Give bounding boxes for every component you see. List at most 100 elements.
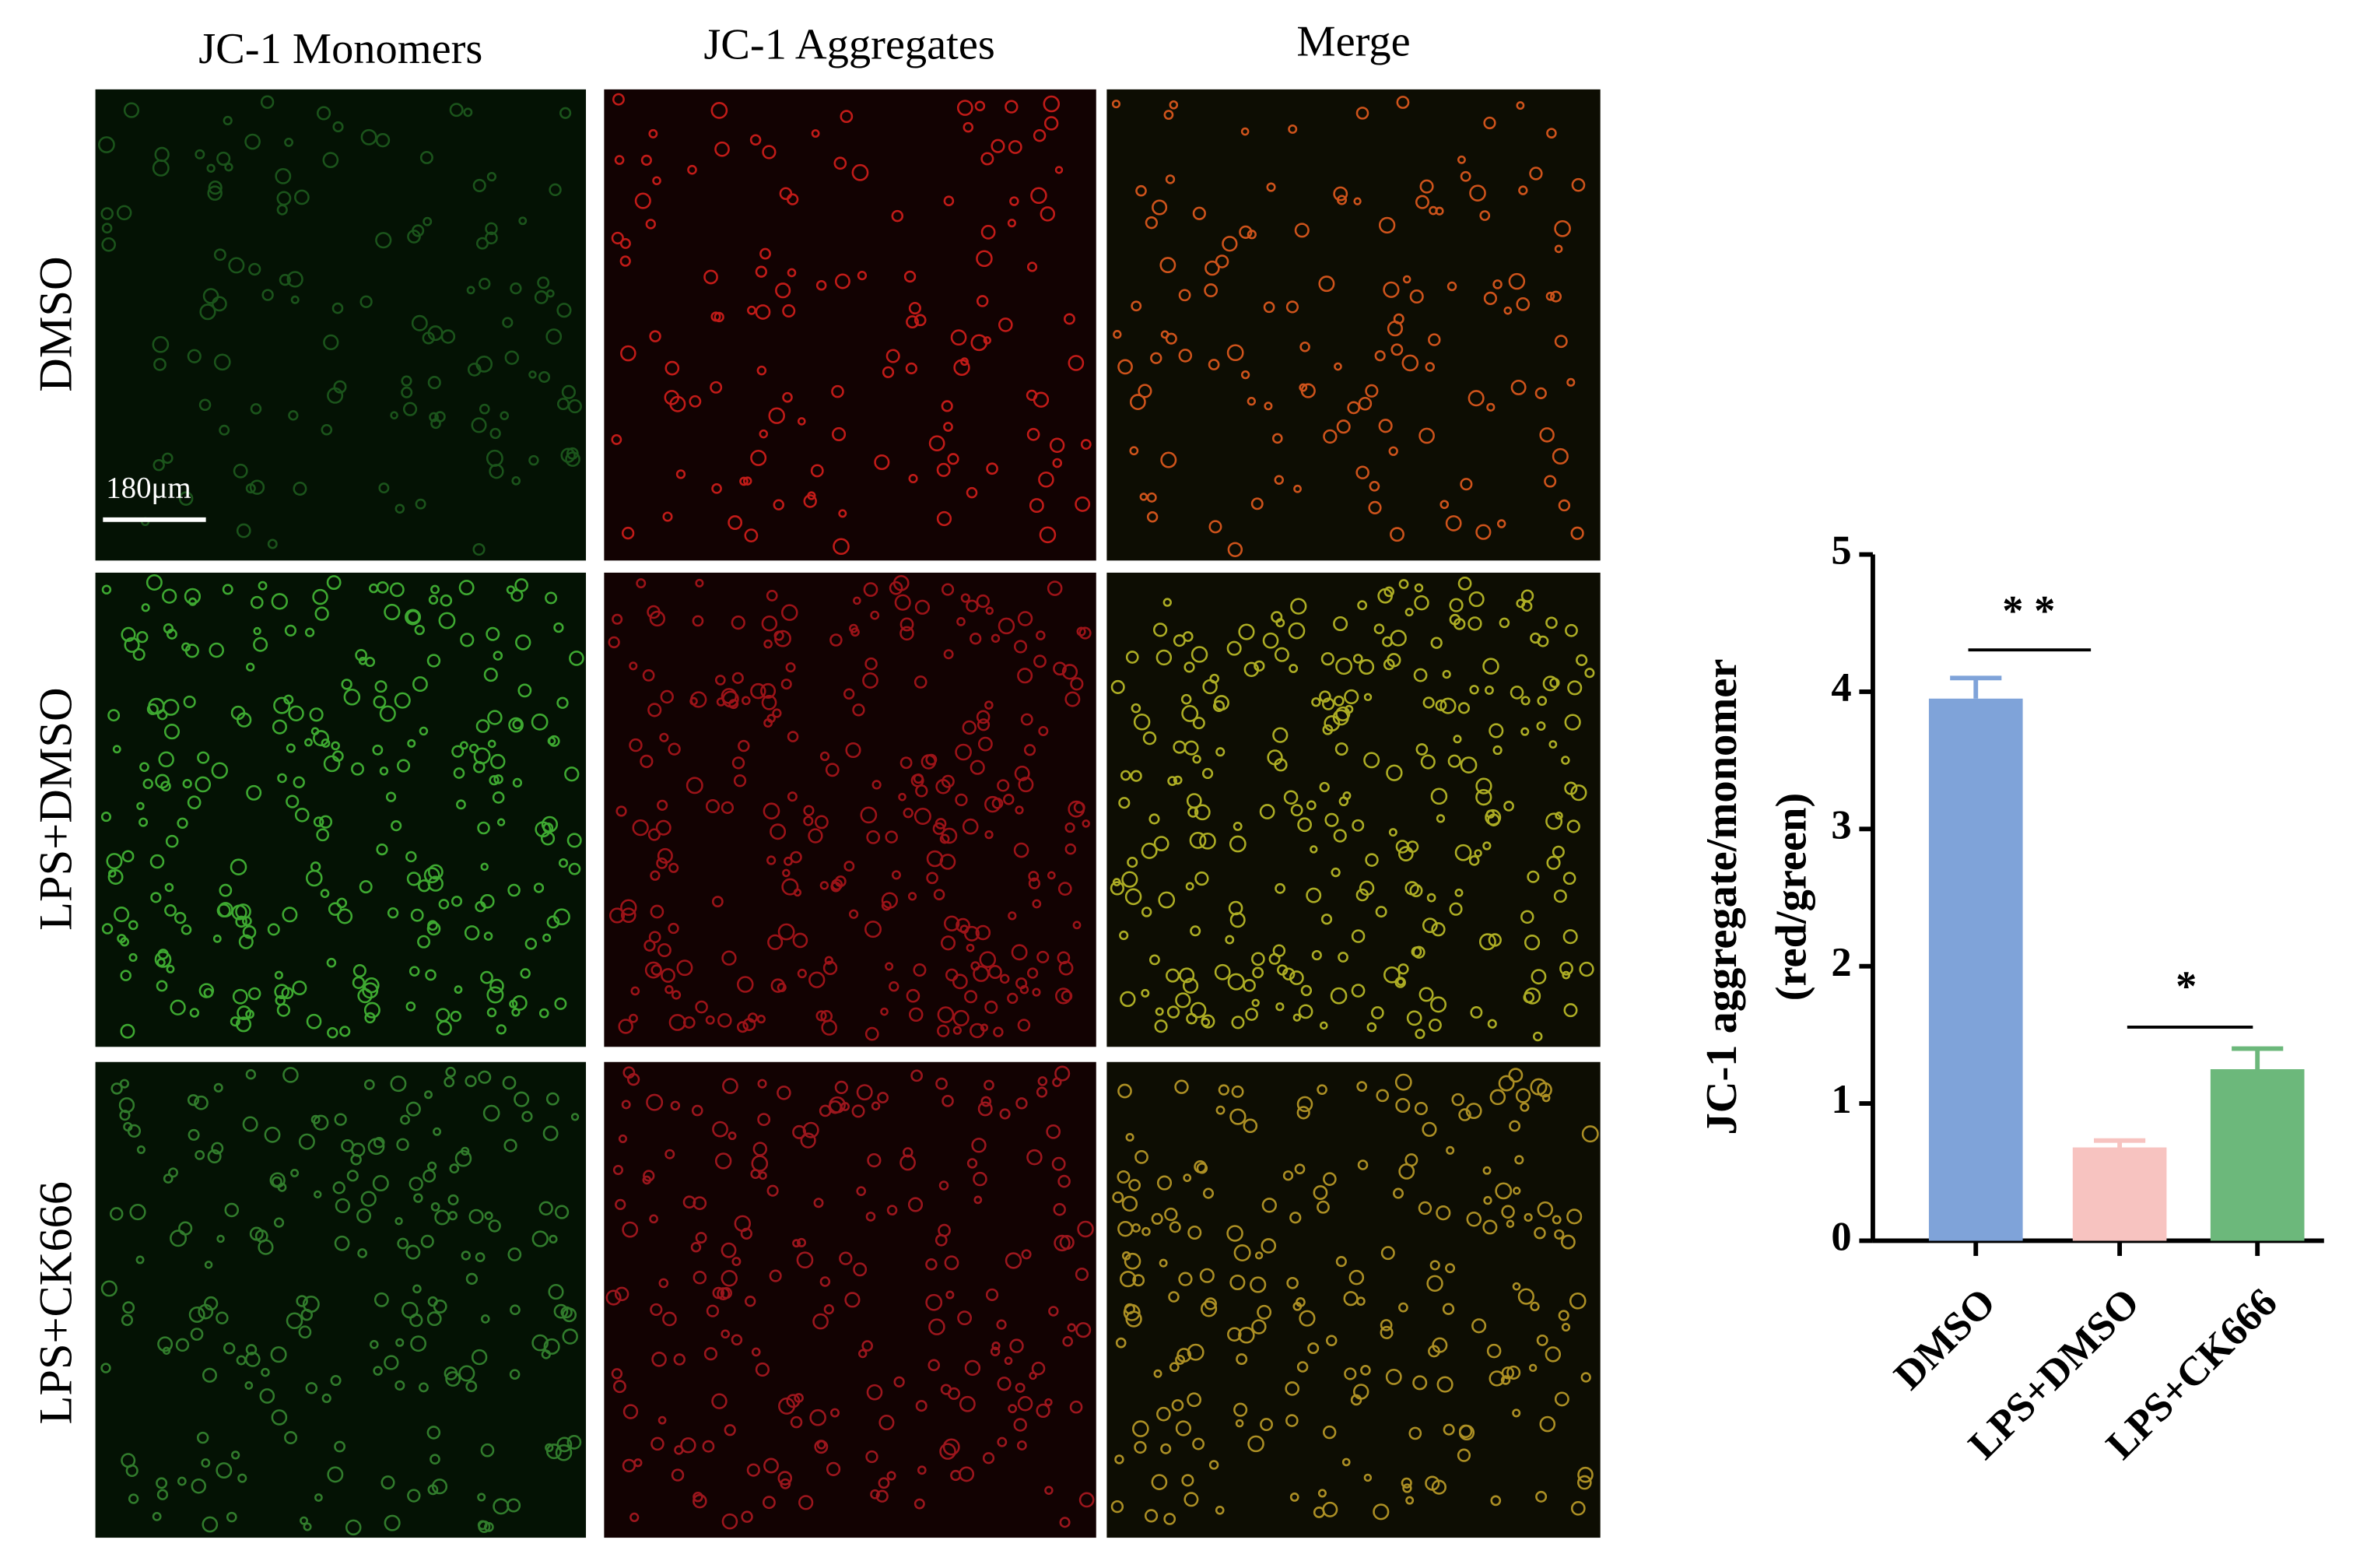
cell	[935, 779, 951, 795]
cell	[1215, 1505, 1225, 1515]
cell	[1251, 998, 1260, 1007]
cell	[276, 191, 292, 206]
cell	[611, 434, 622, 445]
cell	[313, 816, 324, 827]
cell	[622, 1458, 636, 1473]
cell	[608, 636, 620, 649]
cell	[506, 585, 516, 595]
cell	[782, 391, 793, 403]
cell	[458, 580, 475, 596]
cell	[1173, 775, 1183, 785]
cell	[213, 248, 226, 261]
cell	[1508, 1068, 1524, 1083]
cell	[936, 462, 951, 477]
cell	[426, 921, 441, 936]
cell	[555, 1443, 573, 1461]
cell	[1250, 1276, 1267, 1293]
cell	[1554, 219, 1571, 237]
cell	[1320, 914, 1333, 925]
cell	[427, 1161, 437, 1171]
cell	[1562, 929, 1578, 945]
cell	[410, 1335, 427, 1352]
cell	[1014, 766, 1030, 781]
cell	[1160, 1443, 1172, 1454]
cell	[198, 398, 212, 412]
cell	[1366, 1022, 1377, 1033]
cell	[1435, 699, 1447, 711]
cell	[202, 1516, 219, 1533]
cell	[170, 999, 186, 1016]
cell	[865, 1212, 876, 1222]
cell	[294, 808, 310, 823]
cell	[1051, 1156, 1066, 1171]
cell	[1449, 598, 1464, 612]
cell	[871, 1101, 881, 1110]
cell	[1064, 822, 1075, 833]
cell	[1330, 987, 1348, 1005]
cell	[209, 642, 224, 658]
cell	[1365, 853, 1379, 867]
cell	[1226, 344, 1244, 362]
cell	[1482, 1219, 1498, 1235]
cell	[153, 458, 165, 472]
cell	[1007, 992, 1019, 1005]
cell	[1120, 770, 1131, 781]
cell	[248, 262, 261, 276]
cell	[792, 932, 808, 949]
cell	[1199, 832, 1216, 850]
cell	[966, 599, 979, 612]
cell	[1175, 992, 1191, 1009]
cell	[545, 328, 563, 345]
cell	[782, 868, 791, 878]
cell	[1359, 659, 1375, 675]
column-label: Merge	[1296, 17, 1410, 65]
cell	[1333, 829, 1347, 843]
cell	[376, 844, 388, 856]
cell	[1054, 166, 1064, 174]
cell	[1352, 819, 1365, 832]
cell	[216, 1311, 229, 1324]
cell	[605, 1289, 622, 1306]
cell	[1121, 1251, 1131, 1261]
cell	[1179, 967, 1195, 984]
cell	[1075, 1268, 1089, 1282]
cell	[838, 509, 847, 518]
cell	[1454, 888, 1464, 897]
cell	[971, 1138, 987, 1153]
cell	[1358, 396, 1373, 411]
cell	[267, 923, 280, 936]
cell	[1412, 945, 1425, 959]
cell	[150, 892, 162, 903]
cell	[409, 1314, 423, 1328]
cell	[950, 1469, 962, 1482]
cell	[1173, 740, 1187, 754]
cell	[955, 743, 972, 761]
cell	[355, 649, 367, 661]
cell	[1414, 1101, 1428, 1115]
cell	[648, 931, 661, 944]
cell	[717, 1287, 731, 1300]
cell	[1483, 1196, 1492, 1205]
cell	[1495, 1182, 1513, 1200]
cell	[629, 738, 643, 752]
cell	[1057, 1174, 1071, 1188]
cell	[379, 766, 389, 776]
cell	[739, 476, 749, 486]
cell	[1344, 1367, 1357, 1380]
cell	[903, 270, 917, 283]
cell	[293, 776, 305, 788]
cell	[1247, 1435, 1264, 1453]
cell	[1187, 1226, 1202, 1240]
cell	[119, 1079, 129, 1089]
cell	[438, 612, 456, 630]
cell	[714, 1152, 732, 1170]
cell	[359, 880, 373, 894]
cell	[397, 759, 411, 773]
cell	[1036, 950, 1050, 963]
cell	[1537, 1201, 1554, 1218]
cell	[721, 1269, 738, 1287]
cell	[1023, 744, 1036, 756]
cell	[1413, 668, 1428, 682]
cell	[1032, 987, 1041, 997]
cell	[411, 314, 428, 331]
